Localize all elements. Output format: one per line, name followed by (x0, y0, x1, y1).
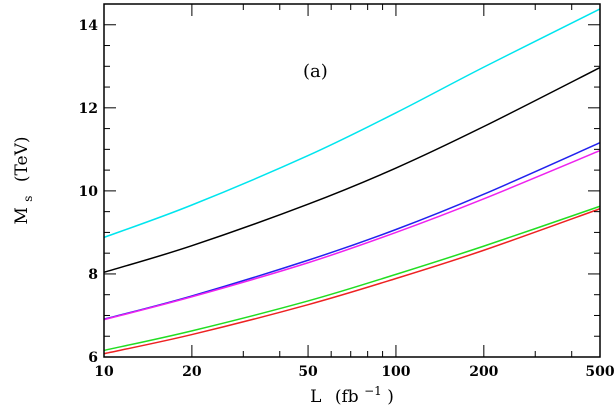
series-line-6 (103, 208, 601, 355)
x-axis-title-main: L (310, 387, 321, 407)
series-line-4 (103, 149, 601, 321)
x-tick-label: 50 (298, 364, 318, 380)
series-line-2 (103, 66, 601, 273)
tick-labels: 10 20 50 100 200 500 6 8 10 12 14 (79, 18, 615, 380)
y-axis-title: M s (TeV) (12, 136, 37, 224)
x-tick-label: 100 (381, 364, 410, 380)
x-axis-title-exponent: −1 (364, 384, 382, 398)
y-tick-label: 8 (88, 267, 98, 283)
x-tick-label: 20 (182, 364, 202, 380)
y-axis-title-unit: (TeV) (12, 136, 32, 182)
y-tick-label: 12 (79, 101, 98, 117)
ticks-layer (103, 3, 601, 358)
series-layer (103, 8, 601, 355)
y-axis-title-subscript: s (21, 196, 35, 202)
x-axis-title-close: ) (387, 387, 394, 407)
series-line-1 (103, 8, 601, 239)
x-tick-label: 10 (94, 364, 114, 380)
y-axis-title-main: M (12, 207, 32, 224)
x-tick-label: 200 (469, 364, 498, 380)
y-tick-label: 10 (79, 184, 99, 200)
x-axis-title-unit: (fb (335, 387, 359, 407)
x-axis-title: L (fb −1 ) (310, 380, 394, 407)
panel-annotation: (a) (303, 61, 328, 82)
y-tick-label: 6 (88, 350, 98, 366)
x-tick-label: 500 (585, 364, 614, 380)
plot-frame (103, 3, 601, 358)
series-line-5 (103, 205, 601, 352)
y-tick-label: 14 (79, 18, 99, 34)
series-line-3 (103, 142, 601, 320)
